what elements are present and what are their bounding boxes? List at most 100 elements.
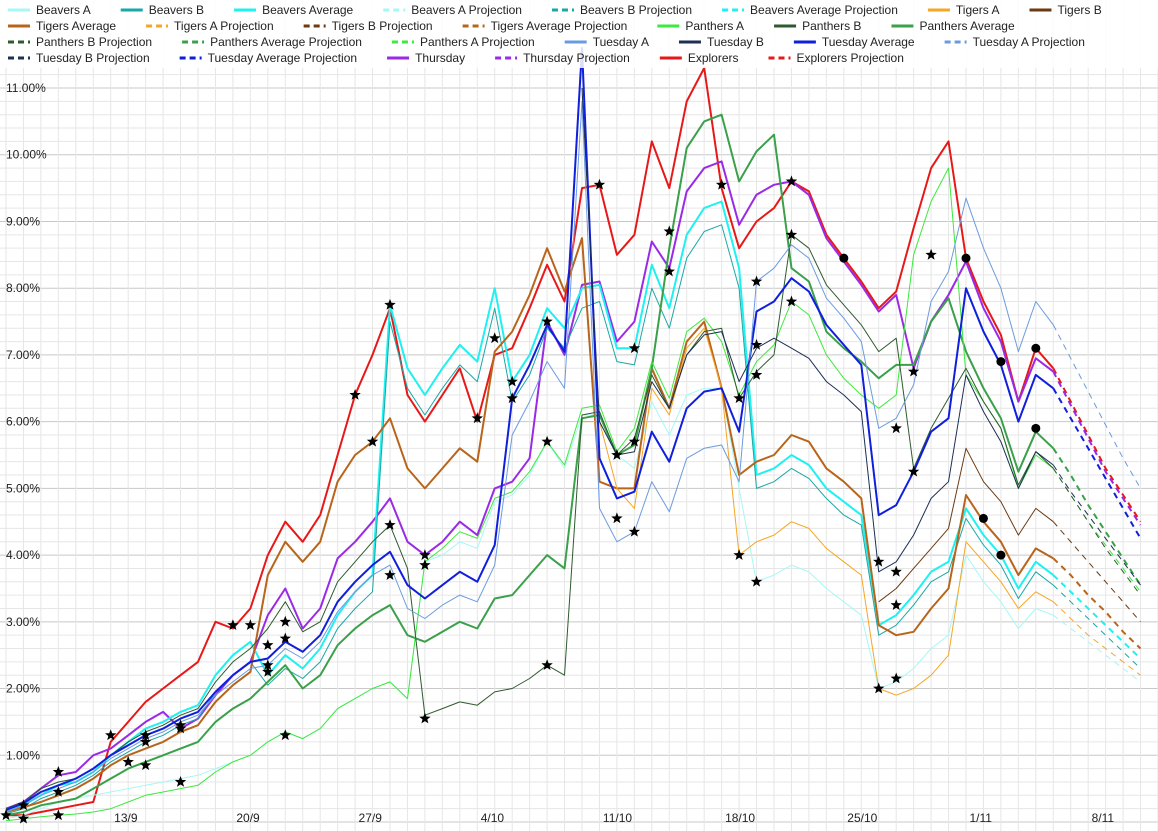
star-marker — [489, 332, 501, 344]
x-tick-label: 4/10 — [481, 811, 505, 825]
legend-label: Tuesday A Projection — [973, 35, 1085, 49]
y-axis-ticks: 1.00% 2.00% 3.00% 4.00% 5.00% 6.00% 7.00% 8.00%… — [6, 81, 47, 762]
star-marker — [890, 599, 902, 610]
star-marker — [174, 776, 187, 787]
legend-item-tuesday-a-projection: Tuesday A Projection — [944, 35, 1085, 49]
series-line-beavers-average-projection — [1052, 574, 1142, 660]
legend-item-panthers-b: Panthers B — [774, 19, 861, 33]
legend-item-beavers-b-projection: Beavers B Projection — [551, 3, 692, 17]
star-marker — [873, 555, 885, 567]
legend-label: Panthers B Projection — [36, 35, 152, 49]
legend-label: Tuesday Average — [822, 35, 915, 49]
star-marker — [541, 659, 553, 670]
star-marker — [907, 465, 920, 477]
star-marker — [244, 619, 257, 630]
y-tick-label: 5.00% — [6, 481, 40, 495]
legend-item-beavers-b: Beavers B — [120, 3, 204, 17]
y-tick-label: 4.00% — [6, 548, 40, 562]
legend-item-thursday: Thursday — [387, 51, 465, 65]
legend-label: Tuesday Average Projection — [208, 51, 357, 65]
y-tick-label: 1.00% — [6, 748, 40, 762]
x-axis-ticks: 13/9 20/9 27/9 4/10 11/10 18/10 25/10 1/11 8/11 — [114, 811, 1114, 825]
star-marker — [366, 435, 379, 447]
dot-marker — [1031, 343, 1041, 353]
star-marker — [384, 569, 396, 580]
star-marker — [628, 525, 641, 537]
series-line-tuesday-b — [581, 87, 1054, 573]
legend-item-tigers-a: Tigers A — [927, 3, 1000, 17]
series-line-tuesday-a-projection — [1052, 324, 1141, 489]
star-marker — [262, 659, 274, 670]
star-marker — [663, 265, 675, 277]
dot-marker — [978, 513, 988, 523]
star-marker — [279, 729, 291, 741]
legend-item-panthers-a: Panthers A — [657, 19, 744, 33]
y-tick-label: 6.00% — [6, 415, 40, 429]
series-line-panthers-average — [5, 113, 1054, 817]
legend-label: Beavers B — [149, 3, 204, 17]
series-line-panthers-b — [5, 234, 1054, 810]
x-tick-label: 25/10 — [847, 811, 877, 825]
star-marker — [174, 722, 187, 734]
legend-item-tigers-a-projection: Tigers A Projection — [146, 19, 274, 33]
series-line-explorers — [6, 67, 1055, 817]
legend-item-beavers-a-projection: Beavers A Projection — [383, 3, 522, 17]
dot-marker — [996, 550, 1006, 560]
legend-label: Tuesday B — [707, 35, 764, 49]
legend-label: Tuesday B Projection — [36, 51, 150, 65]
dot-marker — [1031, 423, 1041, 433]
star-marker — [384, 298, 396, 310]
star-markers — [0, 175, 937, 824]
star-marker — [139, 729, 152, 741]
legend-label: Beavers Average Projection — [750, 3, 898, 17]
star-marker — [628, 342, 641, 354]
legend-label: Thursday — [415, 51, 465, 65]
star-marker — [506, 375, 518, 387]
y-tick-label: 9.00% — [6, 214, 40, 228]
star-marker — [262, 639, 274, 650]
legend-item-beavers-average: Beavers Average — [234, 3, 354, 17]
series-line-tigers-a-mid — [582, 327, 880, 689]
star-marker — [593, 178, 606, 190]
legend-label: Tigers A Projection — [174, 19, 274, 33]
legend-item-beavers-average-projection: Beavers Average Projection — [722, 3, 898, 17]
legend-item-tigers-average: Tigers Average — [8, 19, 116, 33]
star-marker — [890, 422, 902, 434]
star-marker — [52, 786, 65, 797]
star-marker — [785, 175, 798, 187]
star-marker — [105, 729, 117, 741]
legend-label: Tigers B — [1057, 3, 1101, 17]
star-marker — [733, 549, 745, 560]
dot-markers — [839, 253, 1041, 560]
x-tick-label: 18/10 — [725, 811, 755, 825]
legend-label: Tigers A — [956, 3, 1000, 17]
star-marker — [611, 449, 623, 460]
star-marker — [279, 615, 291, 627]
star-marker — [122, 755, 134, 767]
star-marker — [890, 672, 902, 684]
legend-label: Panthers Average Projection — [210, 35, 362, 49]
series-line-tuesday-average-projection — [1052, 387, 1142, 539]
legend-label: Beavers B Projection — [580, 3, 692, 17]
series-line-beavers-b-projection — [1052, 584, 1141, 669]
series-line-panthers-average-projection — [1052, 447, 1142, 586]
star-marker — [349, 389, 361, 400]
star-marker — [611, 512, 623, 524]
dot-marker — [961, 253, 971, 263]
star-marker — [750, 368, 763, 380]
legend-label: Panthers B — [802, 19, 861, 33]
x-tick-label: 13/9 — [114, 811, 138, 825]
y-tick-label: 3.00% — [6, 615, 40, 629]
star-marker — [227, 619, 239, 630]
star-marker — [506, 392, 518, 404]
x-tick-label: 1/11 — [969, 811, 992, 825]
y-tick-label: 8.00% — [6, 281, 40, 295]
legend-item-explorers-projection: Explorers Projection — [768, 51, 904, 65]
legend-label: Tigers B Projection — [332, 19, 433, 33]
star-marker — [785, 228, 798, 240]
legend-label: Panthers Average — [919, 19, 1015, 33]
legend-item-tigers-average-projection: Tigers Average Projection — [462, 19, 627, 33]
legend-item-tuesday-b-projection: Tuesday B Projection — [8, 51, 150, 65]
star-marker — [17, 799, 30, 811]
